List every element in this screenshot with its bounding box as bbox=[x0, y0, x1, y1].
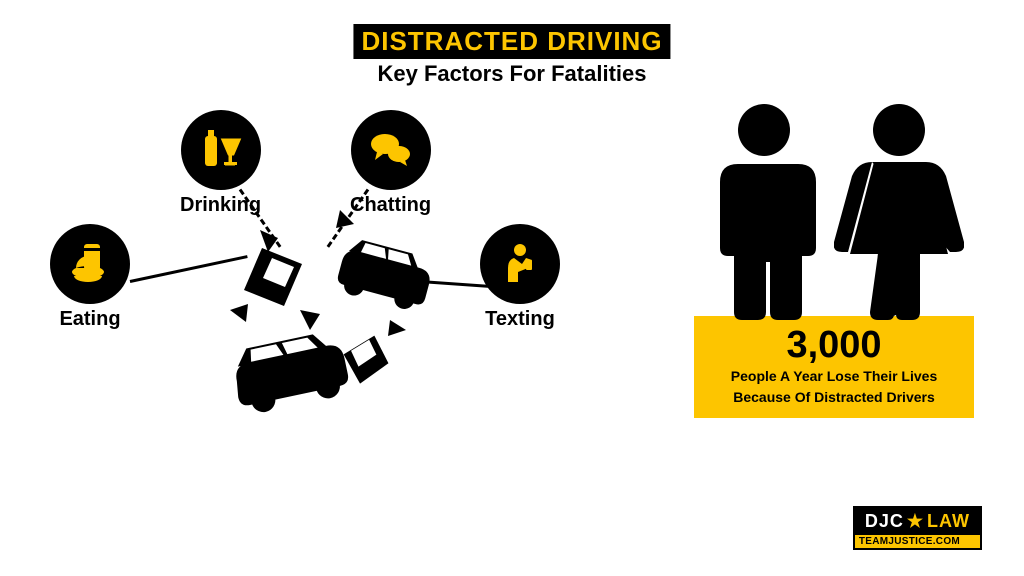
texting-icon bbox=[496, 240, 544, 288]
eating-icon bbox=[66, 240, 114, 288]
people-block: 3,000 People A Year Lose Their Lives Bec… bbox=[694, 100, 974, 418]
factor-texting: Texting bbox=[480, 224, 560, 331]
logo: DJC★LAW TEAMJUSTICE.COM bbox=[853, 506, 982, 550]
crash-icon bbox=[190, 200, 490, 460]
factor-circle bbox=[480, 224, 560, 304]
logo-bottom: TEAMJUSTICE.COM bbox=[855, 535, 980, 548]
stat-text-line2: Because Of Distracted Drivers bbox=[706, 389, 962, 406]
factor-label: Texting bbox=[480, 308, 560, 331]
title-main: DISTRACTED DRIVING bbox=[353, 24, 670, 59]
crash-scene bbox=[190, 200, 490, 460]
star-icon: ★ bbox=[907, 511, 924, 531]
logo-brand-b: LAW bbox=[927, 511, 970, 531]
factor-label: Eating bbox=[50, 308, 130, 331]
factor-circle bbox=[351, 110, 431, 190]
factor-eating: Eating bbox=[50, 224, 130, 331]
stat-number: 3,000 bbox=[706, 326, 962, 364]
factor-circle bbox=[181, 110, 261, 190]
people-figures bbox=[694, 100, 974, 320]
logo-top: DJC★LAW bbox=[855, 508, 980, 535]
stat-box: 3,000 People A Year Lose Their Lives Bec… bbox=[694, 316, 974, 418]
chatting-icon bbox=[367, 126, 415, 174]
logo-brand-a: DJC bbox=[865, 511, 904, 531]
person-male-icon bbox=[704, 100, 824, 320]
title-sub: Key Factors For Fatalities bbox=[353, 61, 670, 87]
logo-tagline-b: .COM bbox=[933, 536, 960, 547]
factor-circle bbox=[50, 224, 130, 304]
title-block: DISTRACTED DRIVING Key Factors For Fatal… bbox=[353, 24, 670, 87]
stat-text-line1: People A Year Lose Their Lives bbox=[706, 368, 962, 385]
person-female-icon bbox=[834, 100, 964, 320]
logo-tagline-a: TEAMJUSTICE bbox=[859, 536, 933, 547]
drinking-icon bbox=[197, 126, 245, 174]
